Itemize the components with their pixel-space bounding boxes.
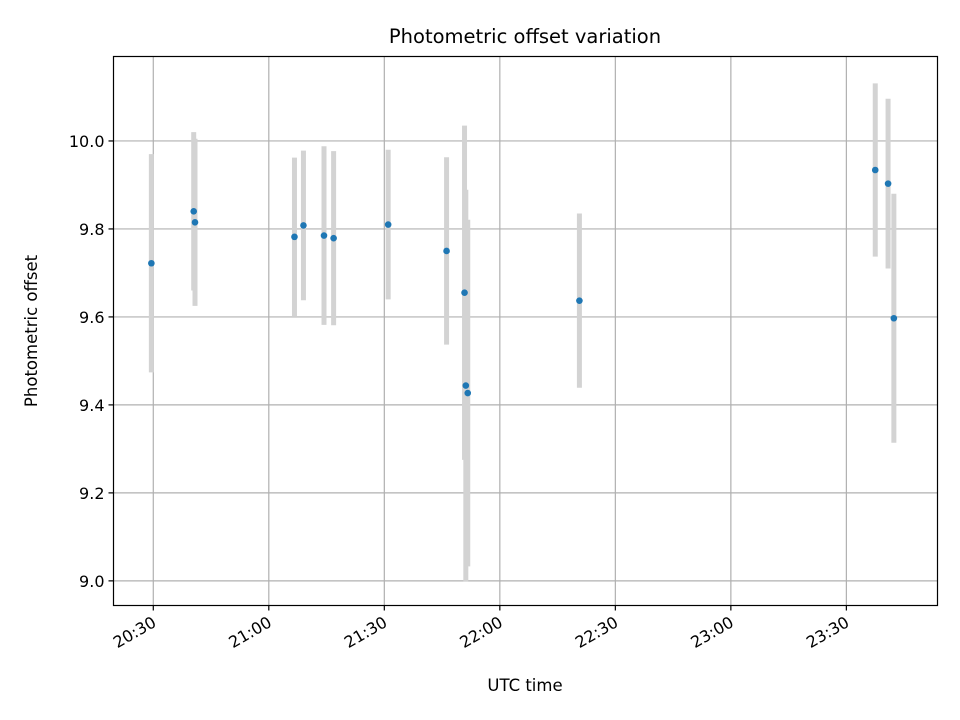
data-point [330, 234, 337, 242]
data-point [890, 314, 898, 322]
data-point [884, 180, 892, 187]
plot-background [113, 56, 938, 606]
y-axis: 9.0 9.2 9.4 9.6 9.8 10.0 [69, 132, 114, 591]
y-tick-label: 9.2 [79, 484, 104, 503]
data-point [464, 389, 472, 397]
y-axis-title: Photometric offset [22, 254, 41, 407]
data-point [462, 382, 470, 389]
y-tick-label: 9.0 [79, 572, 104, 591]
x-tick-label: 23:00 [687, 613, 736, 653]
x-axis: 20:30 21:00 21:30 22:00 22:30 23:00 23:30 [110, 605, 852, 653]
x-tick-label: 22:30 [572, 613, 621, 653]
data-point [300, 222, 307, 229]
x-tick-label: 21:30 [341, 613, 390, 653]
y-tick-label: 9.4 [79, 396, 104, 415]
chart-title: Photometric offset variation [389, 25, 661, 48]
y-tick-label: 10.0 [69, 132, 105, 151]
data-point [576, 297, 583, 304]
data-point [148, 259, 155, 267]
data-point [291, 233, 298, 241]
x-axis-title: UTC time [487, 676, 562, 695]
x-tick-label: 22:00 [456, 613, 505, 653]
data-point [384, 221, 392, 228]
data-points [148, 166, 898, 397]
data-point [443, 247, 450, 255]
plot-frame [112, 55, 939, 607]
data-point [190, 208, 198, 215]
data-point [461, 289, 468, 297]
data-point [871, 166, 879, 174]
data-point [191, 219, 199, 226]
x-tick-label: 20:30 [110, 613, 159, 653]
grid-lines [113, 56, 938, 606]
x-tick-label: 21:00 [225, 613, 274, 653]
data-point [320, 232, 328, 239]
y-tick-label: 9.6 [79, 308, 104, 327]
y-tick-label: 9.8 [79, 220, 104, 239]
x-tick-label: 23:30 [803, 613, 852, 653]
